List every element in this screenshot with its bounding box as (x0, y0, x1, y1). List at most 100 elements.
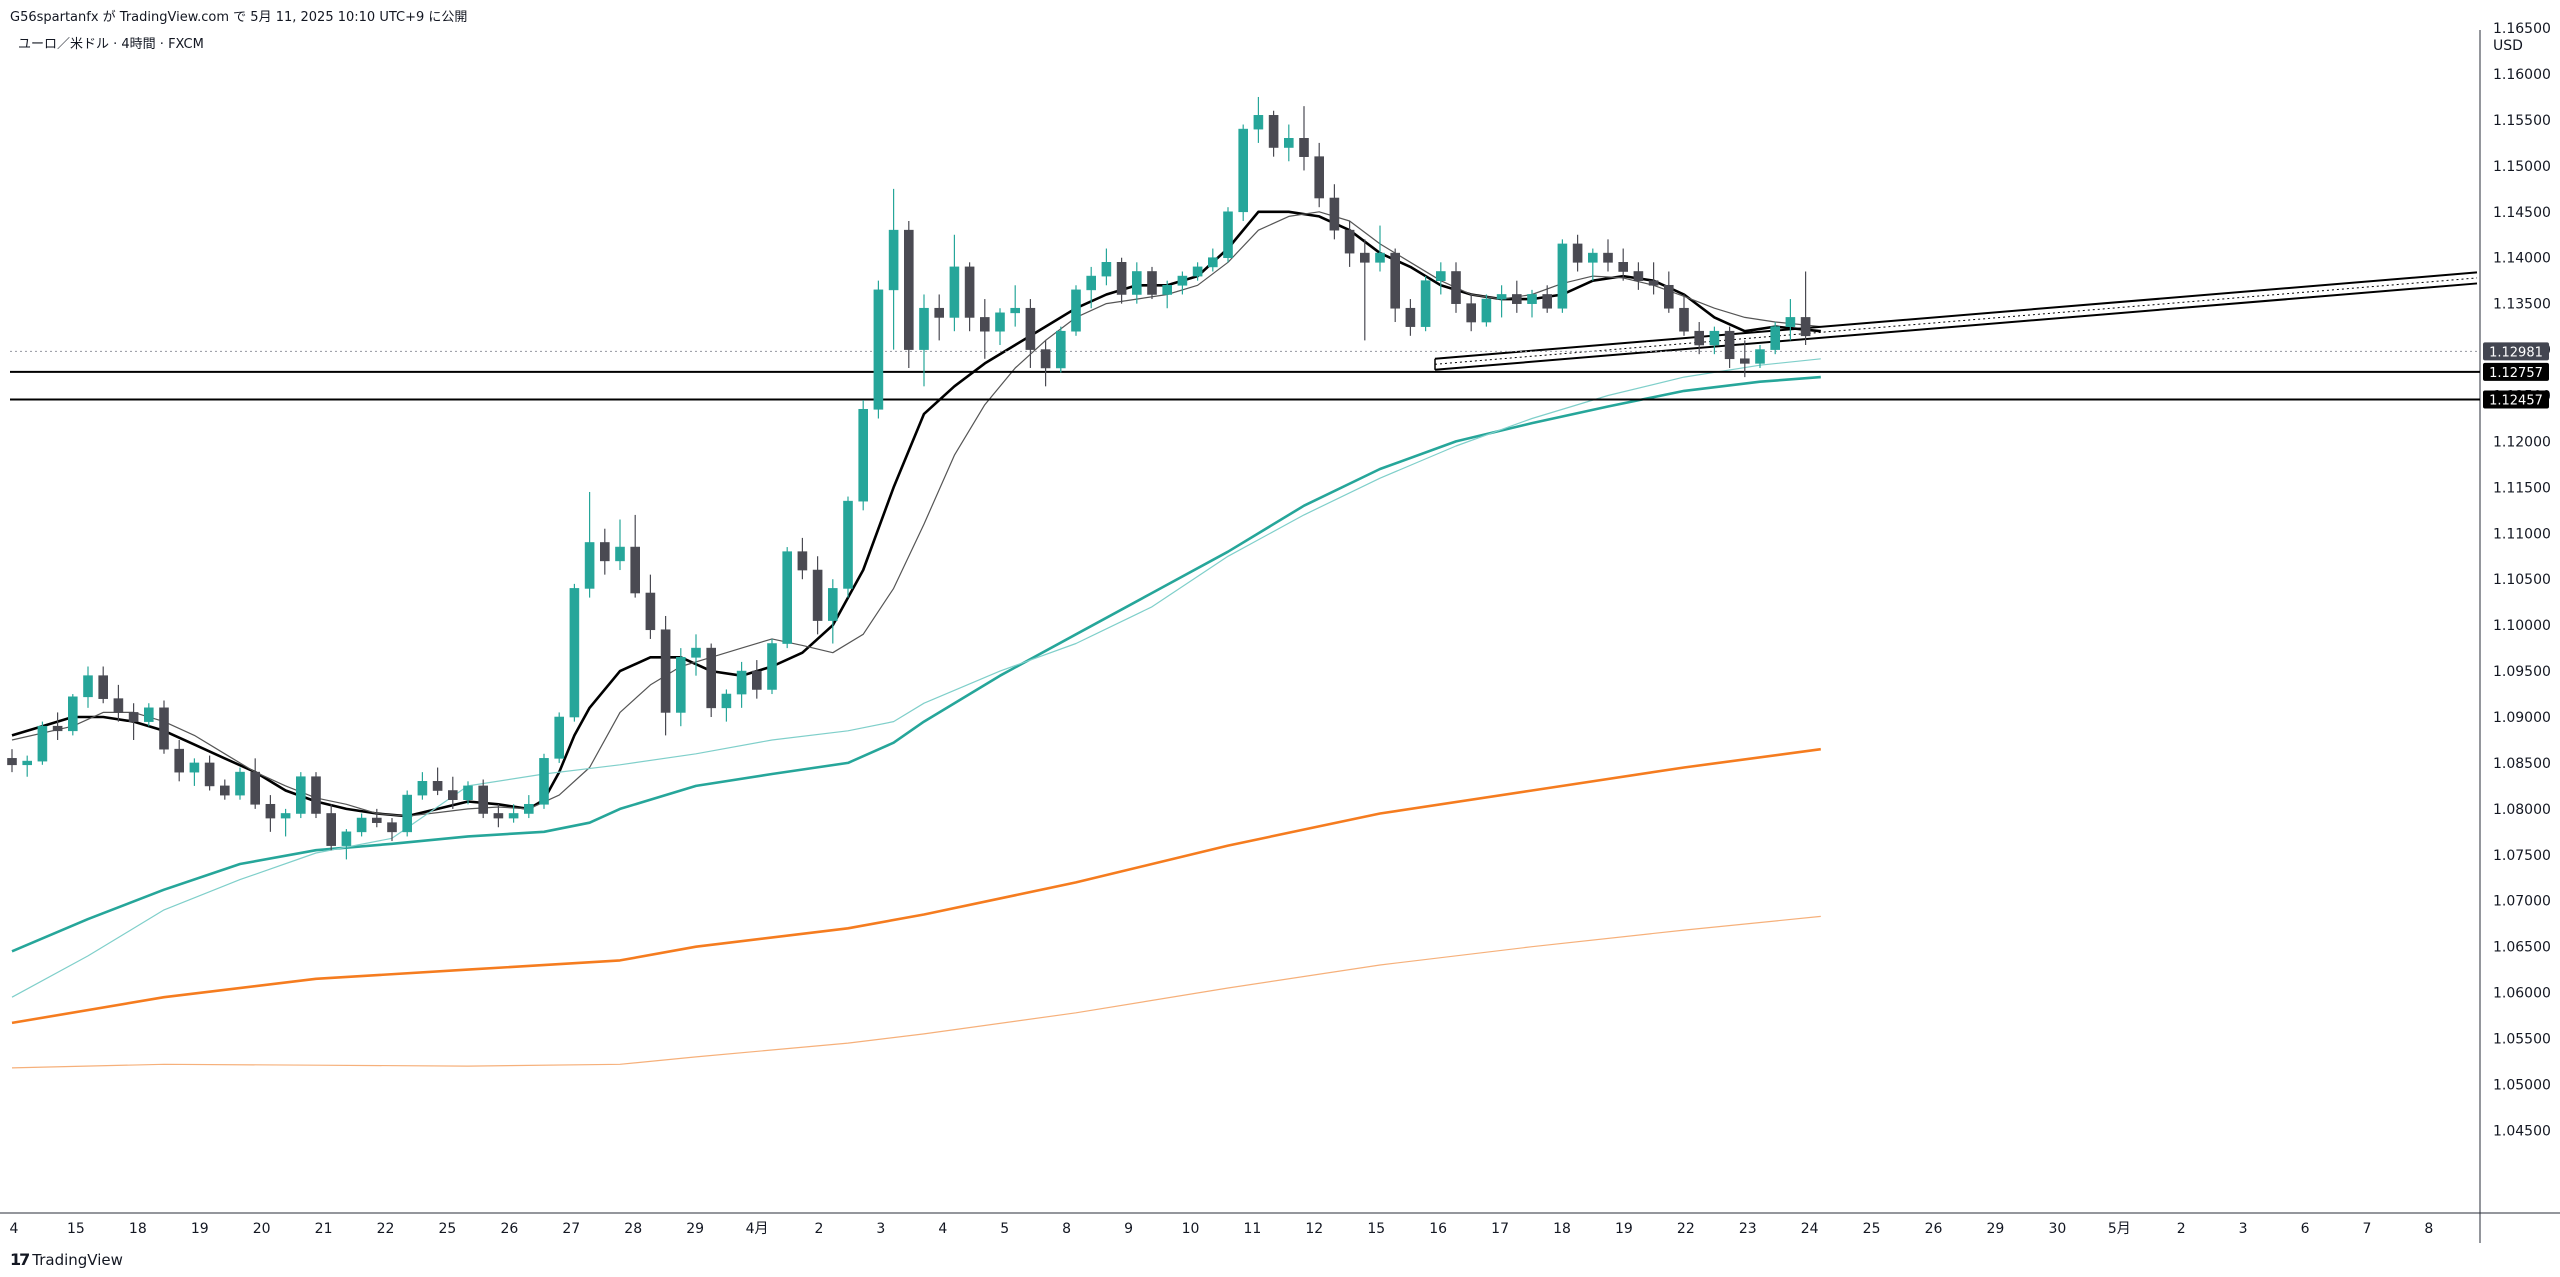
time-tick-label: 2 (814, 1221, 823, 1237)
price-tick-label: 1.09000 (2493, 710, 2551, 726)
candle-body (311, 776, 321, 814)
price-axis[interactable]: 1.16500 1.16000 1.15500 1.15000 1.14500 1.140… (2493, 21, 2551, 1139)
moving-average-line (11, 358, 1821, 998)
candle-body (1785, 317, 1796, 327)
candle-body (204, 762, 215, 787)
candle-body (599, 542, 610, 562)
candle-body (767, 643, 777, 690)
candle-body (1253, 115, 1264, 130)
candle-body (341, 831, 352, 846)
candle-body (159, 707, 169, 750)
candle-body (447, 790, 458, 800)
candle-body (478, 785, 489, 814)
candle-body (827, 588, 838, 621)
trend-channel (1434, 271, 2478, 371)
candle-body (1040, 349, 1051, 369)
candle-body (691, 647, 701, 658)
candle-body (1436, 271, 1446, 281)
candle-body (949, 266, 960, 318)
candle-body (83, 675, 93, 698)
candle-body (402, 794, 413, 833)
time-tick-label: 24 (1801, 1221, 1819, 1237)
time-tick-label: 3 (2239, 1221, 2248, 1237)
time-tick-label: 8 (2424, 1221, 2433, 1237)
price-tick-label: 1.16500 (2493, 21, 2551, 37)
candle-body (1603, 252, 1613, 263)
price-tick-label: 1.16000 (2493, 67, 2551, 83)
tradingview-wordmark: TradingView (32, 1250, 123, 1269)
candle-body (1648, 280, 1659, 286)
candle-body (1268, 115, 1279, 148)
price-tick-label: 1.05000 (2493, 1077, 2551, 1093)
time-tick-label: 12 (1305, 1221, 1323, 1237)
time-tick-label: 4 (10, 1221, 19, 1237)
candle-body (903, 229, 914, 350)
candle-body (220, 785, 230, 796)
time-tick-label: 5 (1000, 1221, 1009, 1237)
candle-body (356, 817, 367, 833)
time-tick-label: 17 (1491, 1221, 1509, 1237)
candle-body (1329, 197, 1340, 231)
price-tick-label: 1.15500 (2493, 113, 2551, 129)
time-tick-label: 2 (2177, 1221, 2186, 1237)
moving-average-line (11, 915, 1821, 1069)
candle-body (539, 758, 549, 805)
candle-body (235, 771, 245, 796)
moving-averages (11, 210, 1821, 1069)
time-axis[interactable]: 4 15 18 19 20 21 22 25 26 27 28 29 4月 2 3 4 5 8 9 10 11 12 15 1… (10, 1221, 2434, 1237)
candle-body (1192, 266, 1203, 277)
candle-body (1375, 252, 1385, 263)
candle-body (265, 803, 276, 819)
candle-body (1238, 128, 1248, 213)
candle-body (1116, 262, 1127, 295)
time-tick-label: 9 (1124, 1221, 1133, 1237)
candle-body (554, 716, 565, 759)
candle-body (736, 670, 747, 695)
candle-body (52, 725, 63, 732)
time-tick-label: 30 (2048, 1221, 2066, 1237)
time-tick-label: 19 (191, 1221, 209, 1237)
candle-body (1527, 294, 1537, 304)
time-tick-label: 8 (1062, 1221, 1071, 1237)
time-tick-label: 29 (1987, 1221, 2005, 1237)
channel-mid-line (1434, 277, 2478, 365)
time-tick-label: 10 (1182, 1221, 1200, 1237)
candle-body (68, 696, 78, 732)
candle-body (128, 712, 139, 722)
candle-body (1679, 307, 1689, 332)
candle-body (1086, 275, 1096, 291)
candle-body (1542, 294, 1552, 309)
candle-body (1010, 307, 1021, 314)
candle-body (1299, 138, 1309, 157)
candle-body (1588, 252, 1598, 263)
candle-body (1284, 138, 1294, 148)
candle-body (1056, 330, 1066, 369)
moving-average-line (11, 211, 1821, 817)
candle-body (1572, 243, 1583, 263)
price-tick-label: 1.14500 (2493, 205, 2551, 221)
candle-body (1664, 284, 1674, 309)
candle-body (37, 725, 48, 762)
price-tick-label: 1.04500 (2493, 1123, 2551, 1139)
time-tick-label: 25 (1863, 1221, 1881, 1237)
candle-body (979, 317, 990, 332)
candle-body (1740, 358, 1750, 364)
candle-body (615, 546, 625, 562)
candle-body (858, 408, 869, 502)
candle-body (1724, 330, 1735, 360)
candle-body (843, 500, 853, 589)
time-tick-label: 27 (562, 1221, 580, 1237)
candle-body (144, 707, 154, 722)
candle-body (387, 822, 397, 833)
candle-body (1208, 257, 1218, 268)
candle-body (1451, 271, 1461, 304)
price-tick-label: 1.06500 (2493, 940, 2551, 956)
price-labels: 1.12981 1.12757 1.12457 (2483, 342, 2549, 409)
time-tick-label: 4 (938, 1221, 947, 1237)
horizontal-levels (10, 350, 2480, 401)
candle-body (432, 781, 443, 791)
candle-body (417, 781, 428, 796)
tradingview-logo[interactable]: 17 TradingView (10, 1250, 123, 1269)
candle-body (1390, 252, 1400, 309)
